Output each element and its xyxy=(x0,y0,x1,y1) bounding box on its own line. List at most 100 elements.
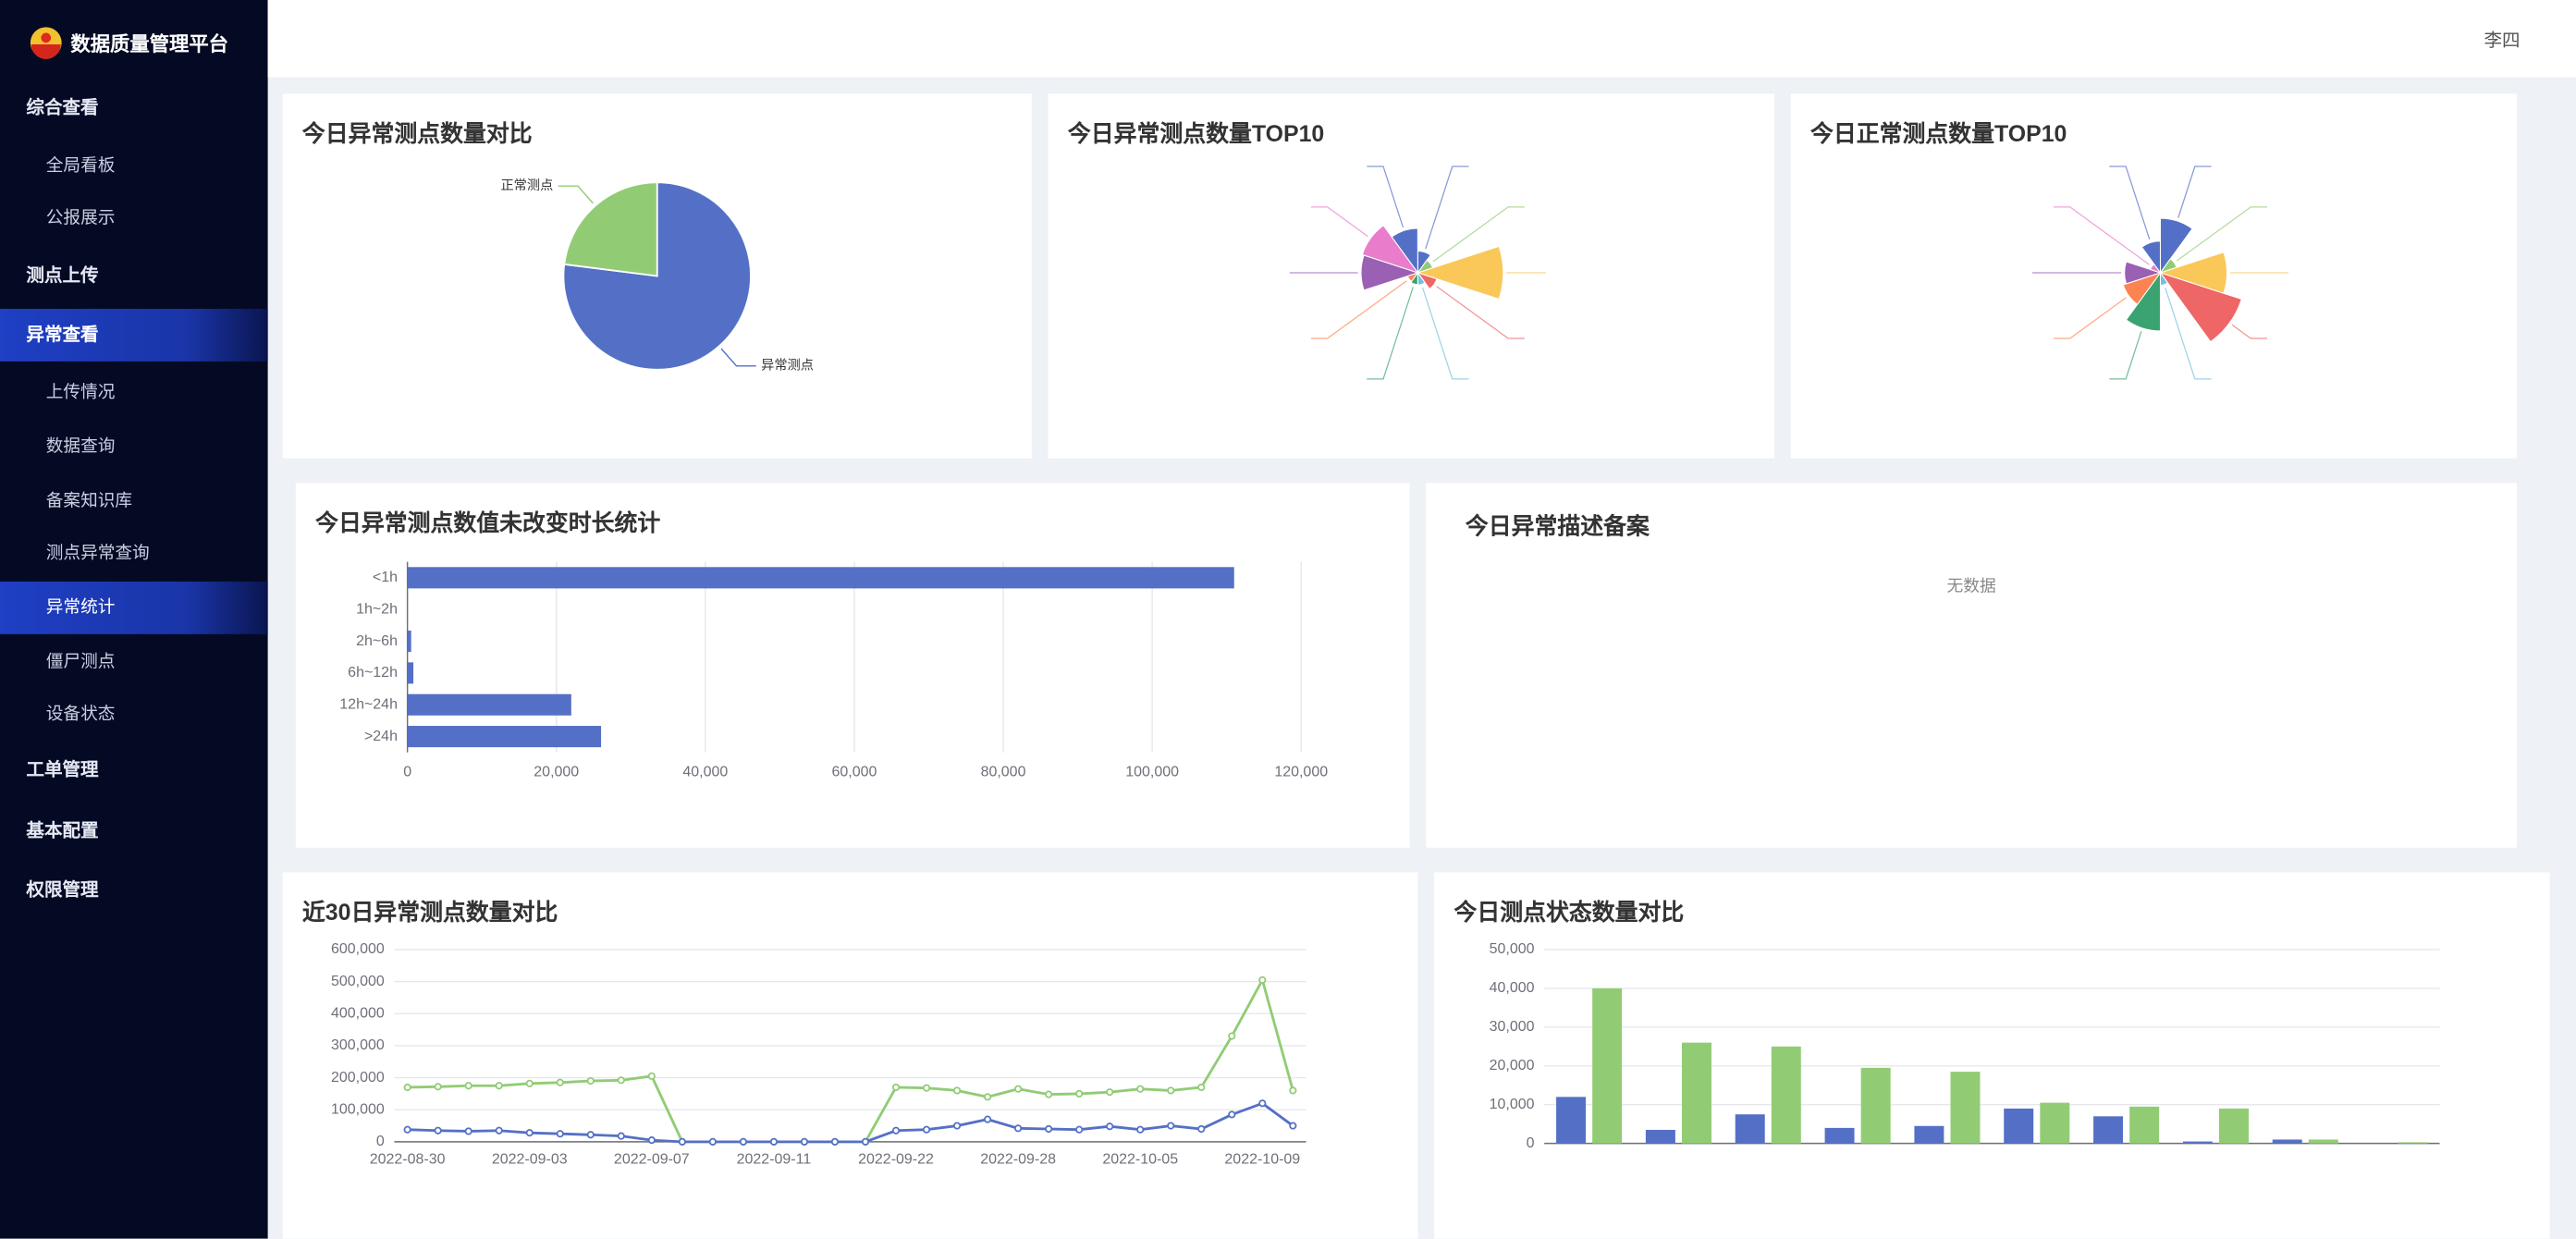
leader-line xyxy=(2053,297,2127,339)
chart: 0 100,000 200,000 300,000 400,000 500,000 600,… xyxy=(331,941,1306,1168)
x-tick-label: 2022-09-22 xyxy=(858,1152,934,1168)
bar xyxy=(2004,1108,2034,1144)
menu-item[interactable]: 权限管理 xyxy=(26,880,99,901)
menu-item[interactable]: 设备状态 xyxy=(45,705,116,725)
line-point xyxy=(1197,1083,1206,1092)
x-tick-label: 0 xyxy=(403,764,411,779)
bar xyxy=(1824,1127,1855,1144)
line-point xyxy=(984,1115,992,1123)
bar xyxy=(2129,1106,2160,1144)
app-title: 数据质量管理平台 xyxy=(70,32,229,56)
menu-item[interactable]: 数据查询 xyxy=(45,436,116,457)
y-tick-label: 12h~24h xyxy=(339,696,398,712)
line-point xyxy=(922,1125,931,1134)
chart: 0 10,000 20,000 30,000 40,000 50,000 xyxy=(1490,941,2440,1151)
bar xyxy=(407,726,602,748)
line-point xyxy=(800,1137,809,1146)
leader-line xyxy=(720,348,756,367)
line-point xyxy=(647,1136,656,1145)
panel-title: 今日异常测点数量对比 xyxy=(301,119,533,147)
x-tick-label: 100,000 xyxy=(1125,764,1179,779)
menu-item[interactable]: 测点异常查询 xyxy=(45,544,150,564)
bar xyxy=(2218,1108,2249,1144)
y-tick-label: 600,000 xyxy=(331,941,385,957)
line-point xyxy=(1167,1086,1175,1095)
x-tick-label: 2022-09-07 xyxy=(614,1152,690,1168)
rose-petal xyxy=(2122,271,2162,305)
menu-item[interactable]: 综合查看 xyxy=(26,98,99,118)
y-tick-label: 500,000 xyxy=(331,974,385,989)
panel-title: 今日异常测点数值未改变时长统计 xyxy=(315,509,661,536)
menu-item[interactable]: 公报展示 xyxy=(45,208,116,228)
line-point xyxy=(586,1131,595,1139)
y-tick-label: 300,000 xyxy=(331,1037,385,1053)
bar xyxy=(2040,1102,2070,1144)
leader-line xyxy=(2165,288,2212,380)
bar xyxy=(407,567,1234,589)
line-point xyxy=(403,1083,411,1092)
panel-title: 今日异常测点数量TOP10 xyxy=(1067,119,1325,147)
bar xyxy=(1735,1114,1765,1144)
panel: 近30日异常测点数量对比 0 100,000 200,000 300,000 400,0… xyxy=(282,872,1418,1239)
bar xyxy=(2398,1142,2428,1144)
y-tick-label: 40,000 xyxy=(1490,980,1535,996)
x-tick-label: 40,000 xyxy=(682,764,728,779)
menu-item[interactable]: 僵尸测点 xyxy=(45,652,116,672)
line-point xyxy=(556,1078,564,1086)
menu-item[interactable]: 测点上传 xyxy=(26,265,99,287)
y-tick-label: 1h~2h xyxy=(356,601,398,617)
y-tick-label: 10,000 xyxy=(1490,1097,1535,1112)
line-point xyxy=(1258,1099,1267,1108)
bar xyxy=(1950,1072,1981,1144)
line-point xyxy=(678,1137,686,1146)
x-tick-label: 2022-09-03 xyxy=(492,1152,568,1168)
menu-item[interactable]: 异常统计 xyxy=(0,581,268,634)
line-point xyxy=(1289,1122,1297,1130)
menu-item[interactable]: 基本配置 xyxy=(26,821,99,841)
panel: 今日正常测点数量TOP10 xyxy=(1790,93,2518,459)
leader-line xyxy=(1367,287,1414,380)
rose-petal xyxy=(2125,271,2162,332)
line-point xyxy=(891,1126,901,1135)
sidebar: 数据质量管理平台 综合查看全局看板公报展示测点上传异常查看上传情况数据查询备案知… xyxy=(0,0,268,1239)
leader-line xyxy=(1432,206,1525,263)
chart xyxy=(1289,166,1546,380)
rose-petal xyxy=(1416,245,1504,301)
line-series xyxy=(407,976,1294,1144)
leader-line xyxy=(2176,206,2267,262)
bar xyxy=(1681,1042,1711,1144)
bar xyxy=(2308,1139,2338,1144)
y-tick-label: 400,000 xyxy=(331,1005,385,1021)
menu-item[interactable]: 异常查看 xyxy=(0,309,268,362)
user-name[interactable]: 李四 xyxy=(2484,31,2521,52)
line-point xyxy=(617,1132,625,1140)
leader-line xyxy=(1310,280,1407,339)
rose-petal xyxy=(2159,271,2243,343)
panel: 今日异常测点数量对比 异常测点 正常测点 xyxy=(282,93,1032,459)
x-tick-label: 2022-09-11 xyxy=(737,1152,812,1168)
menu-item[interactable]: 上传情况 xyxy=(45,382,116,403)
panel-title: 近30日异常测点数量对比 xyxy=(301,898,558,926)
line-point xyxy=(1197,1124,1206,1134)
line-point xyxy=(1106,1122,1114,1131)
leader-line xyxy=(1310,206,1368,238)
panel: 今日异常测点数值未改变时长统计 0 20,000 40,000 60,000 80,00… xyxy=(295,483,1410,848)
x-tick-label: 2022-10-09 xyxy=(1224,1152,1300,1168)
y-tick-label: <1h xyxy=(373,570,398,585)
menu-item[interactable]: 工单管理 xyxy=(26,760,99,780)
line-point xyxy=(647,1072,656,1080)
line-point xyxy=(891,1083,901,1092)
line-point xyxy=(1014,1124,1023,1133)
leader-line xyxy=(2109,166,2151,240)
leader-line xyxy=(1367,166,1405,228)
menu-item[interactable]: 全局看板 xyxy=(45,155,116,177)
menu-item[interactable]: 备案知识库 xyxy=(45,491,133,511)
bar xyxy=(407,630,411,653)
y-tick-label: 0 xyxy=(376,1134,385,1149)
line-point xyxy=(739,1137,747,1146)
y-tick-label: 50,000 xyxy=(1490,941,1535,957)
panel-title: 今日测点状态数量对比 xyxy=(1454,898,1685,926)
leader-line xyxy=(2109,331,2142,380)
bar xyxy=(407,662,414,684)
